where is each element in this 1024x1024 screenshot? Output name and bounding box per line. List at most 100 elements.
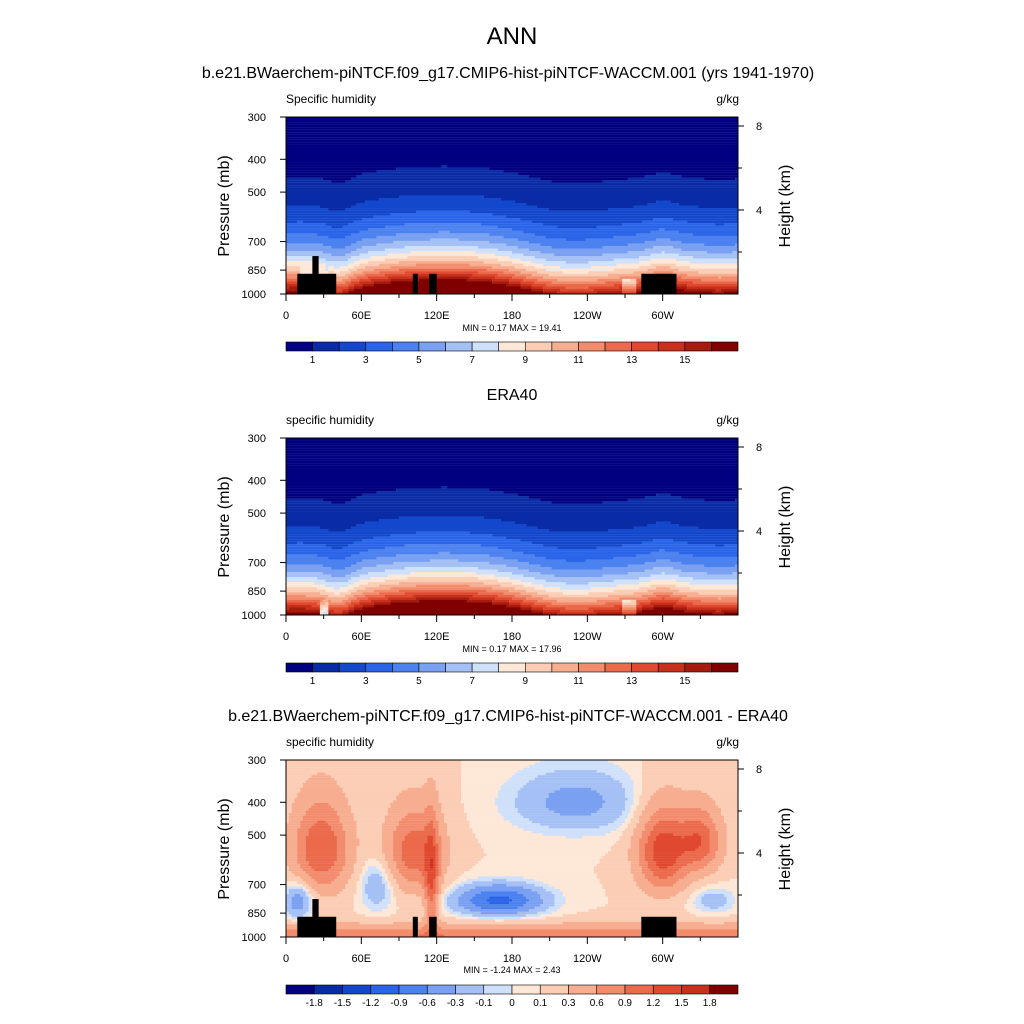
contour-cell (698, 592, 738, 595)
contour-cell (622, 604, 637, 608)
contour-cell (286, 604, 312, 608)
contour-cell (286, 271, 301, 274)
contour-cell (687, 283, 738, 287)
contour-cell (286, 205, 321, 209)
contour-cell (531, 582, 566, 585)
contour-cell (489, 901, 510, 905)
contour-cell (670, 238, 738, 242)
contour-cell (461, 785, 501, 788)
contour-cell (613, 777, 631, 781)
contour-cell (644, 856, 654, 859)
contour-cell (387, 873, 394, 877)
contour-cell (393, 851, 402, 854)
contour-cell (305, 835, 337, 839)
contour-cell (495, 253, 524, 257)
contour-cell (288, 866, 301, 869)
contour-cell (650, 258, 676, 262)
contour-cell (325, 268, 329, 272)
y-tick-label: 500 (248, 830, 266, 842)
contour-cell (540, 914, 563, 917)
contour-cell (520, 579, 547, 583)
contour-cell (593, 871, 631, 874)
contour-cell (384, 886, 388, 890)
contour-cell (673, 283, 688, 287)
contour-cell (373, 268, 400, 272)
contour-cell (291, 914, 304, 917)
contour-cell (627, 177, 705, 181)
contour-cell (602, 856, 628, 859)
contour-cell (664, 597, 682, 600)
contour-cell (334, 587, 340, 590)
panel-model: b.e21.BWaerchem-piNTCF.f09_g17.CMIP6-his… (202, 65, 814, 366)
contour-cell (447, 904, 459, 907)
contour-cell (560, 888, 606, 892)
contour-cell (308, 891, 318, 895)
contour-cell (526, 523, 648, 527)
contour-cell (605, 602, 623, 606)
terrain-block (429, 273, 437, 294)
contour-cell (353, 815, 386, 819)
contour-cell (687, 607, 738, 611)
contour-cell (286, 830, 298, 834)
contour-cell (732, 572, 738, 575)
contour-cell (384, 248, 499, 252)
contour-cell (689, 266, 738, 269)
contour-cell (537, 278, 558, 282)
contour-cell (286, 554, 318, 557)
contour-cell (639, 845, 645, 849)
contour-cell (704, 866, 719, 869)
colorbar-box (568, 984, 598, 995)
contour-cell (300, 866, 312, 869)
contour-cell (704, 243, 736, 247)
contour-cell (328, 607, 349, 611)
contour-cell (644, 843, 654, 847)
contour-cell (500, 813, 521, 816)
contour-cell (441, 802, 465, 806)
panel-era40-contour-field (286, 438, 738, 615)
contour-cell (723, 612, 738, 615)
contour-cell (286, 195, 400, 199)
contour-cell (681, 853, 708, 857)
contour-cell (288, 820, 301, 824)
colorbar-label: 0.9 (618, 998, 632, 1009)
contour-cell (627, 564, 705, 568)
contour-cell (353, 866, 363, 869)
contour-cell (639, 851, 645, 854)
contour-cell (308, 830, 335, 834)
contour-cell (602, 245, 654, 249)
contour-cell (678, 589, 738, 593)
contour-cell (350, 602, 360, 606)
contour-cell (432, 823, 439, 826)
contour-cell (441, 810, 465, 814)
contour-cell (297, 856, 306, 859)
contour-cell (286, 251, 323, 254)
contour-cell (678, 230, 738, 234)
contour-cell (328, 529, 346, 532)
contour-cell (706, 883, 738, 887)
contour-cell (466, 813, 501, 816)
contour-cell (399, 195, 484, 199)
contour-cell (286, 911, 289, 915)
contour-cell (715, 825, 727, 829)
contour-cell (633, 810, 643, 814)
contour-cell (678, 878, 699, 882)
contour-cell (286, 220, 298, 224)
contour-cell (497, 569, 530, 573)
contour-cell (483, 582, 513, 585)
contour-cell (359, 599, 371, 603)
contour-cell (636, 612, 713, 615)
contour-cell (350, 805, 391, 809)
contour-cell (537, 775, 612, 778)
terrain-block (429, 916, 437, 937)
contour-cell (463, 906, 482, 910)
contour-cell (328, 273, 346, 277)
contour-cell (387, 574, 496, 578)
contour-cell (350, 243, 377, 247)
contour-cell (286, 564, 323, 568)
contour-cell (721, 609, 738, 613)
contour-cell (441, 848, 450, 852)
contour-cell (325, 609, 329, 613)
contour-cell (302, 868, 315, 872)
colorbar-label: 1 (310, 676, 316, 687)
contour-cell (393, 833, 408, 836)
